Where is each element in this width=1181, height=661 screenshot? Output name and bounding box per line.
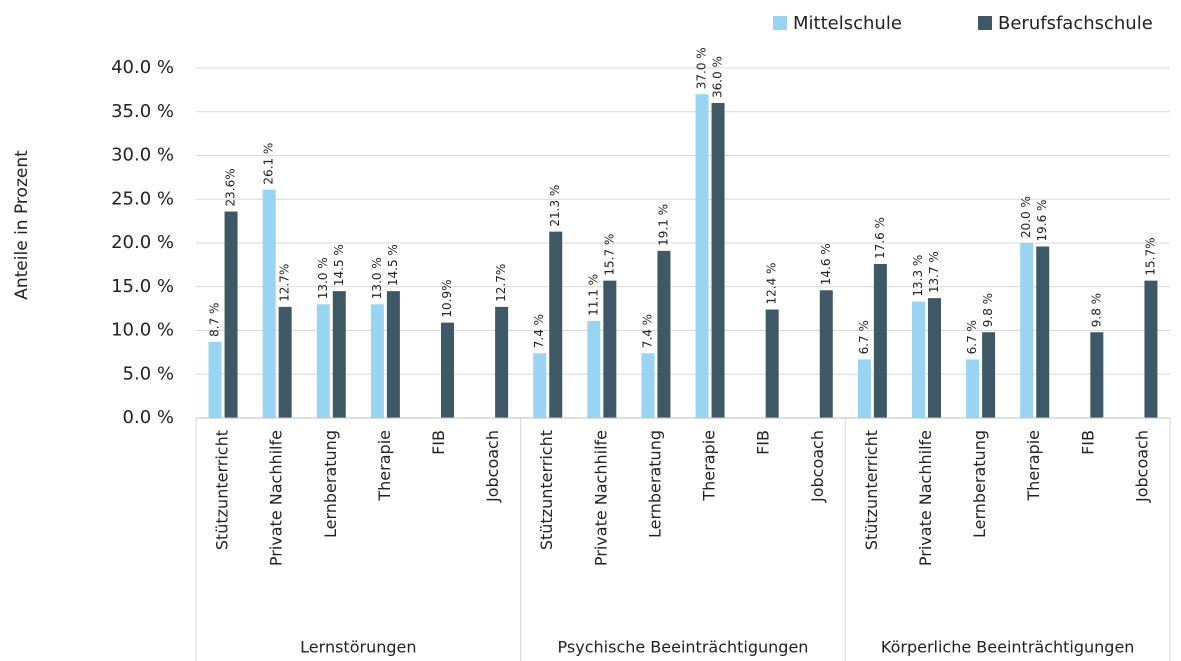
value-label: 10.9% (440, 280, 454, 318)
bar (711, 103, 725, 418)
value-label: 15.7% (1143, 238, 1157, 276)
bar (370, 304, 384, 418)
value-label: 26.1 % (262, 143, 276, 185)
x-tick-label: Lernberatung (970, 430, 989, 538)
value-label: 19.1 % (656, 204, 670, 246)
y-tick-label: 5.0 % (123, 363, 174, 384)
value-label: 19.6 % (1035, 200, 1049, 242)
value-label: 14.6 % (819, 243, 833, 285)
y-tick-label: 25.0 % (111, 188, 174, 209)
bar (1036, 246, 1050, 418)
x-tick-label: Therapie (375, 430, 394, 502)
value-label: 9.8 % (981, 293, 995, 327)
value-label: 7.4 % (532, 314, 546, 348)
x-tick-label: FIB (1078, 430, 1097, 455)
x-tick-label: Lernberatung (645, 430, 664, 538)
value-label: 8.7 % (208, 303, 222, 337)
x-tick-label: FIB (429, 430, 448, 455)
legend-label: Mittelschule (793, 13, 902, 34)
legend-label: Berufsfachschule (998, 13, 1153, 34)
value-label: 11.1 % (586, 274, 600, 316)
value-label: 37.0 % (695, 47, 709, 89)
bar (819, 290, 833, 418)
value-label: 12.7% (278, 264, 292, 302)
bar (278, 306, 292, 418)
value-label: 12.7% (494, 264, 508, 302)
value-label: 6.7 % (965, 320, 979, 354)
x-tick-label: Jobcoach (808, 430, 827, 503)
x-tick-label: Private Nachhilfe (916, 430, 935, 566)
value-label: 7.4 % (640, 314, 654, 348)
bar (873, 264, 887, 418)
bar (1144, 280, 1158, 418)
bar (316, 304, 330, 418)
bar (587, 320, 601, 418)
x-tick-label: Stützunterricht (213, 430, 232, 550)
value-label: 13.0 % (370, 257, 384, 299)
bar (657, 250, 671, 418)
bar (386, 291, 400, 418)
value-label: 15.7 % (602, 234, 616, 276)
x-tick-label: Therapie (700, 430, 719, 502)
x-tick-label: Jobcoach (1132, 430, 1151, 503)
y-tick-label: 15.0 % (111, 276, 174, 297)
bar (765, 309, 779, 418)
x-tick-label: Stützunterricht (537, 430, 556, 550)
value-label: 21.3 % (548, 185, 562, 227)
bar (208, 341, 222, 418)
bar (982, 332, 996, 418)
x-tick-label: Private Nachhilfe (267, 430, 286, 566)
value-label: 20.0 % (1019, 196, 1033, 238)
bar (332, 291, 346, 418)
bar (262, 189, 276, 418)
bar (495, 306, 509, 418)
x-tick-label: Jobcoach (483, 430, 502, 503)
bar (533, 353, 547, 418)
bar (966, 359, 980, 418)
value-label: 6.7 % (857, 320, 871, 354)
x-tick-label: Therapie (1024, 430, 1043, 502)
bar (224, 211, 238, 418)
value-label: 14.5 % (332, 244, 346, 286)
value-label: 14.5 % (386, 244, 400, 286)
x-tick-label: Stützunterricht (862, 430, 881, 550)
value-label: 23.6% (224, 168, 238, 206)
y-tick-label: 35.0 % (111, 101, 174, 122)
y-tick-label: 20.0 % (111, 232, 174, 253)
y-axis-title: Anteile in Prozent (12, 150, 32, 300)
bar (641, 353, 655, 418)
x-tick-label: FIB (754, 430, 773, 455)
value-label: 12.4 % (765, 263, 779, 305)
bar (928, 298, 941, 418)
y-tick-label: 30.0 % (111, 145, 174, 166)
y-tick-label: 0.0 % (123, 407, 174, 428)
group-label: Psychische Beeinträchtigungen (558, 638, 809, 657)
legend-swatch (978, 16, 992, 30)
value-label: 36.0 % (711, 56, 725, 98)
bar (695, 94, 709, 418)
legend-swatch (773, 16, 787, 30)
group-label: Körperliche Beeinträchtigungen (881, 638, 1135, 657)
bar (857, 359, 871, 418)
bar (549, 231, 563, 418)
bar (1020, 243, 1034, 418)
x-tick-label: Lernberatung (321, 430, 340, 538)
value-label: 17.6 % (873, 217, 887, 259)
y-tick-label: 10.0 % (111, 320, 174, 341)
bar (603, 280, 617, 418)
x-tick-label: Private Nachhilfe (591, 430, 610, 566)
bar (912, 301, 925, 418)
bar (1090, 332, 1104, 418)
y-tick-label: 40.0 % (111, 57, 174, 78)
value-label: 13.7 % (927, 251, 941, 293)
value-label: 13.0 % (316, 257, 330, 299)
bar (441, 322, 454, 418)
value-label: 13.3 % (911, 255, 925, 297)
group-label: Lernstörungen (300, 638, 416, 657)
value-label: 9.8 % (1089, 293, 1103, 327)
